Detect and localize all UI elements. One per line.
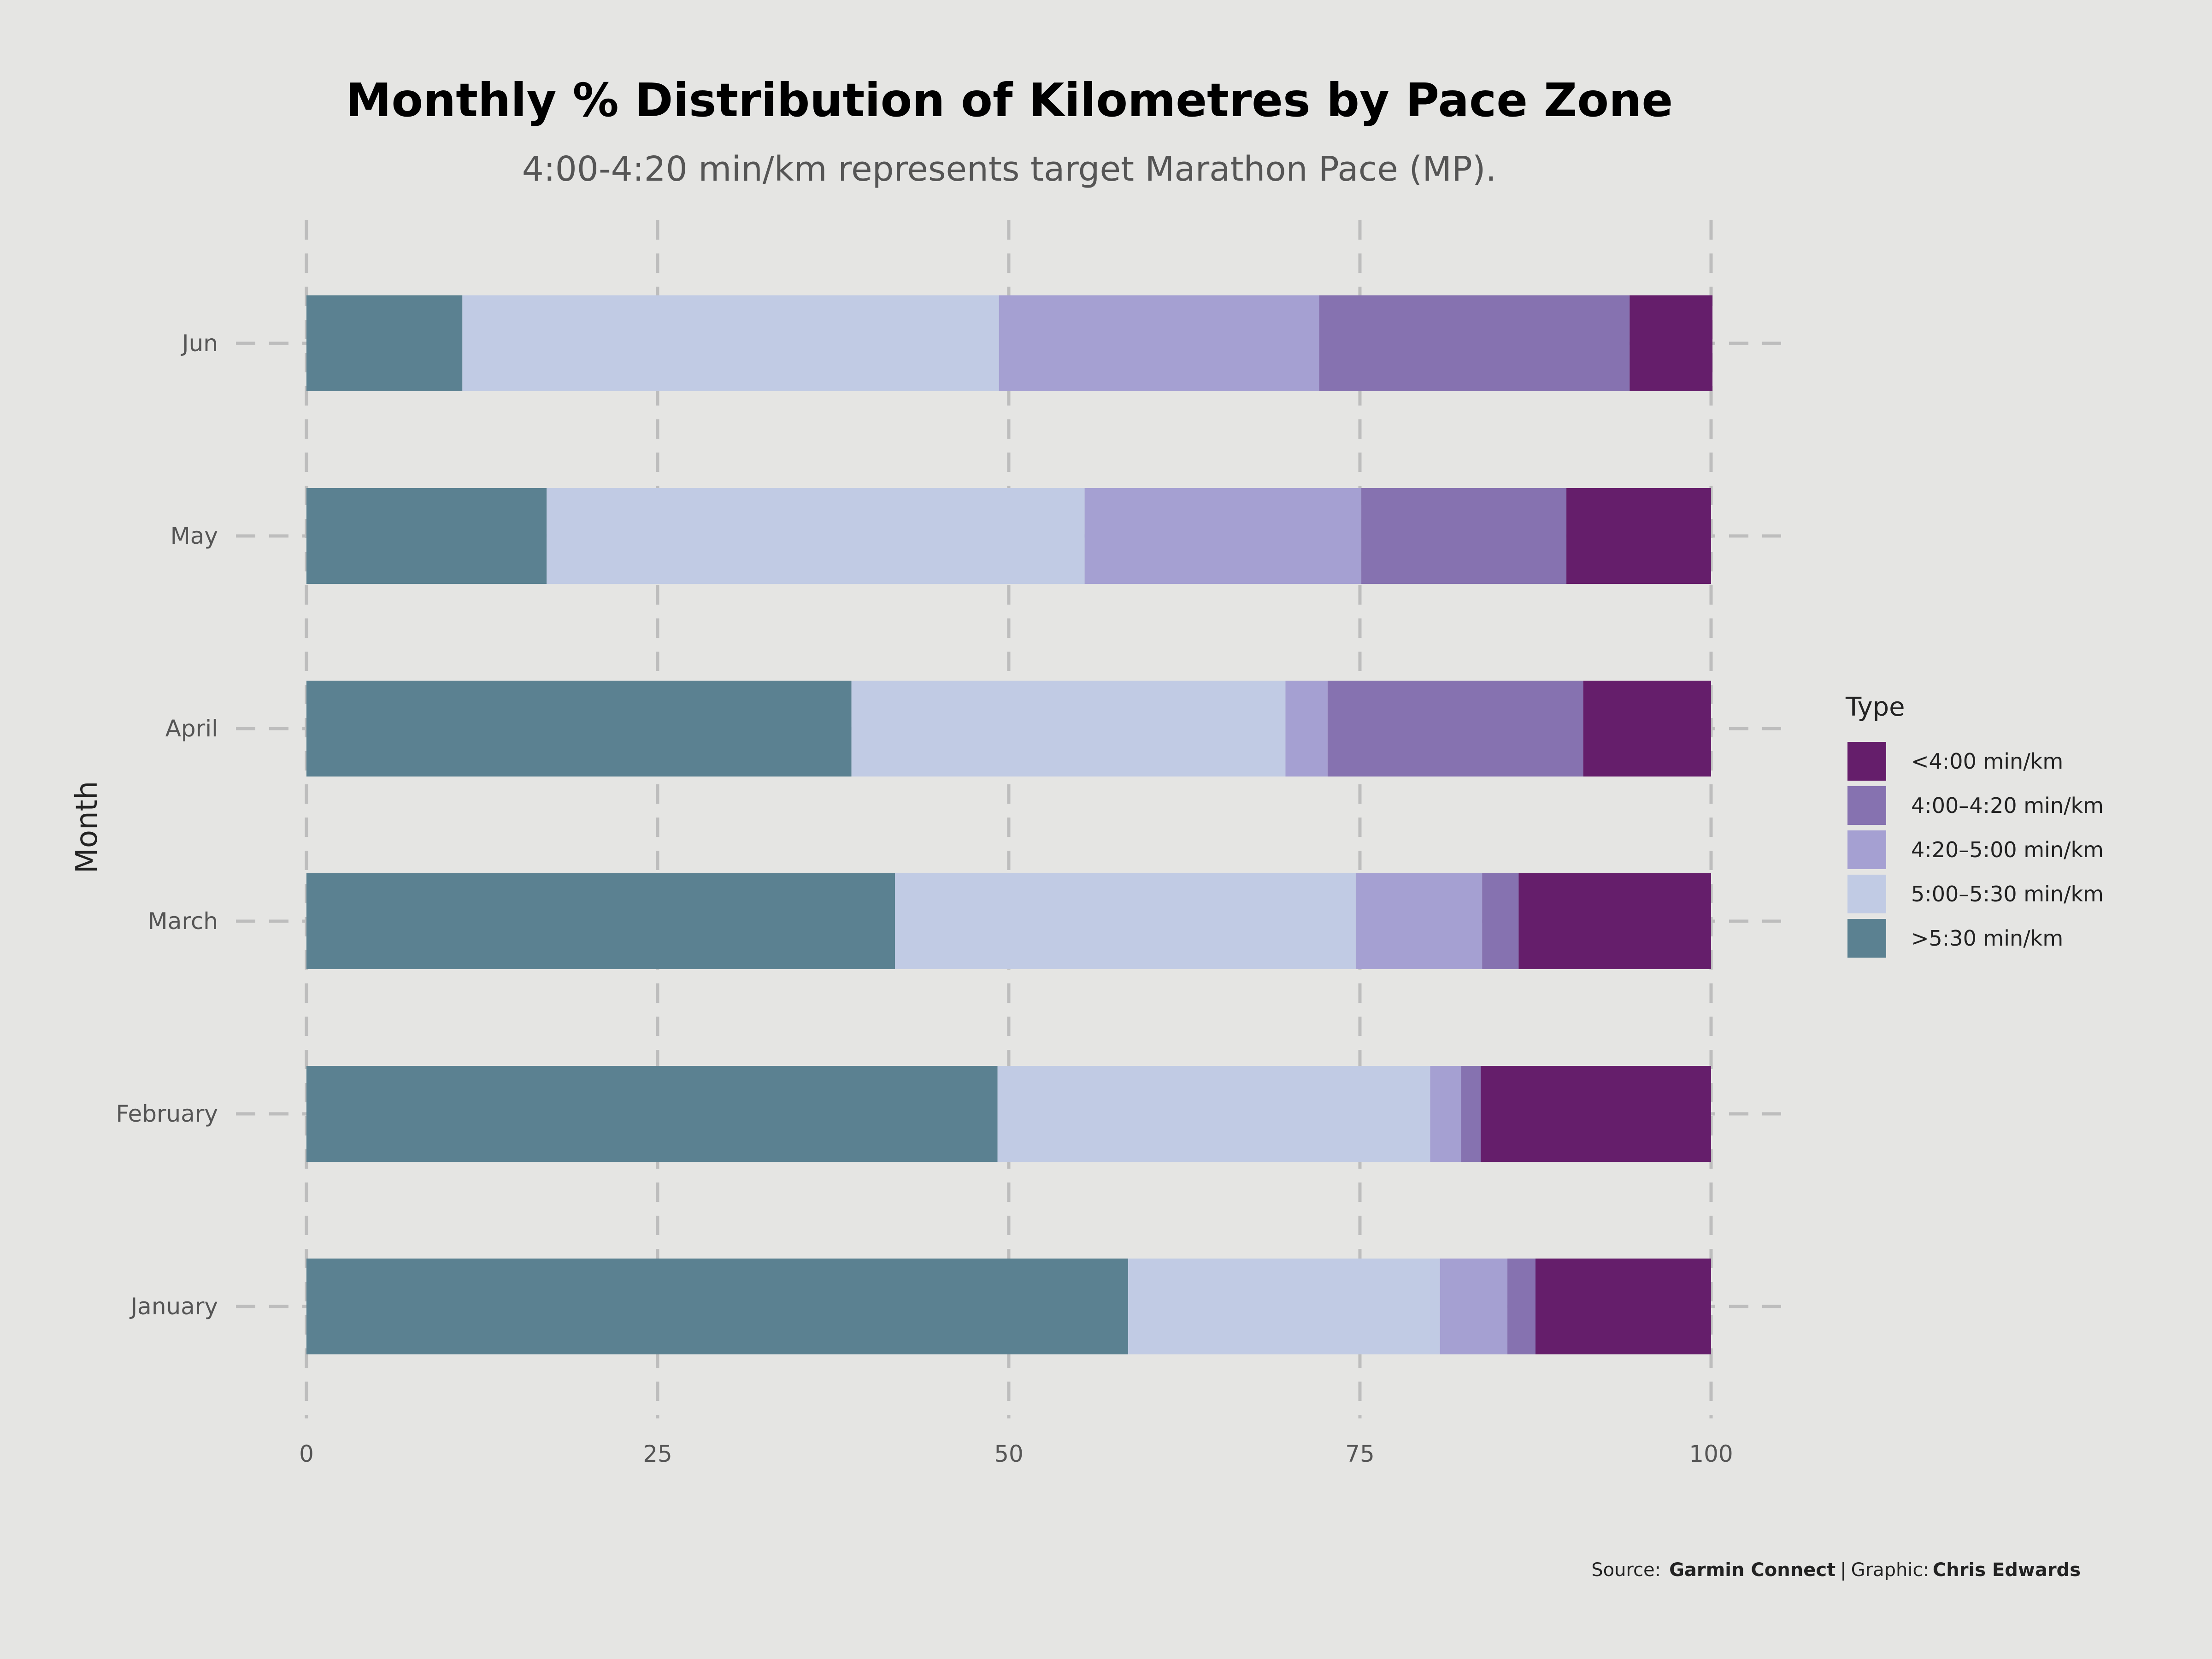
bar-jun-series-4 [1630, 295, 1713, 391]
bar-february-series-4 [1481, 1066, 1711, 1162]
legend: Type <4:00 min/km 4:00–4:20 min/km 4:20–5:… [1845, 692, 2104, 958]
x-tick-label-25: 25 [643, 1441, 672, 1467]
bar-january-series-3 [1507, 1259, 1535, 1354]
bar-april-series-3 [1327, 681, 1583, 777]
y-tick-label-march: March [148, 908, 218, 935]
bar-february-series-0 [306, 1066, 998, 1162]
legend-swatch-4 [1847, 742, 1886, 781]
bar-march-series-0 [306, 873, 895, 969]
caption-source-name: Garmin Connect [1669, 1559, 1835, 1581]
caption-separator: | [1840, 1559, 1846, 1581]
bar-may-series-4 [1566, 488, 1711, 584]
bar-jun-series-2 [999, 295, 1319, 391]
legend-label-0: >5:30 min/km [1911, 926, 2063, 951]
bar-may-series-1 [547, 488, 1085, 584]
legend-swatch-1 [1847, 875, 1886, 913]
bar-march-series-2 [1355, 873, 1483, 969]
y-tick-label-february: February [116, 1100, 218, 1127]
y-axis: January February March April May Jun [116, 330, 218, 1320]
legend-swatch-2 [1847, 830, 1886, 869]
legend-label-4: <4:00 min/km [1911, 749, 2063, 774]
grid-lines [236, 220, 1781, 1418]
bar-april-series-0 [306, 681, 852, 777]
bar-march-series-4 [1518, 873, 1711, 969]
y-tick-label-may: May [171, 523, 218, 549]
x-tick-label-0: 0 [299, 1441, 314, 1467]
bar-april-series-4 [1583, 681, 1711, 777]
bar-january-series-2 [1440, 1259, 1508, 1354]
legend-title: Type [1845, 692, 1905, 722]
y-tick-label-january: January [129, 1293, 218, 1320]
legend-swatch-0 [1847, 919, 1886, 958]
bar-jun-series-0 [306, 295, 463, 391]
bar-jun-series-3 [1319, 295, 1630, 391]
bar-march-series-1 [895, 873, 1356, 969]
chart-title: Monthly % Distribution of Kilometres by … [346, 73, 1673, 127]
bar-february-series-2 [1430, 1066, 1461, 1162]
legend-swatch-3 [1847, 786, 1886, 825]
y-tick-label-april: April [165, 715, 218, 742]
caption-author: Chris Edwards [1933, 1559, 2081, 1581]
y-axis-title: Month [70, 781, 104, 874]
caption: Source: Garmin Connect | Graphic: Chris Edwa… [1591, 1559, 2081, 1581]
caption-source-label: Source: [1591, 1559, 1661, 1581]
stacked-bars [306, 295, 1713, 1354]
bar-may-series-2 [1084, 488, 1362, 584]
bar-january-series-0 [306, 1259, 1129, 1354]
chart-subtitle: 4:00-4:20 min/km represents target Marat… [522, 149, 1496, 189]
bar-february-series-1 [997, 1066, 1430, 1162]
x-tick-label-50: 50 [994, 1441, 1024, 1467]
bar-january-series-4 [1535, 1259, 1711, 1354]
bar-may-series-3 [1361, 488, 1567, 584]
bar-jun-series-1 [462, 295, 999, 391]
bar-may-series-0 [306, 488, 547, 584]
bar-april-series-1 [851, 681, 1286, 777]
caption-graphic-label: Graphic: [1851, 1559, 1929, 1581]
x-axis: 0 25 50 75 100 [299, 1441, 1733, 1467]
legend-label-1: 5:00–5:30 min/km [1911, 882, 2104, 906]
bar-april-series-2 [1285, 681, 1328, 777]
x-tick-label-75: 75 [1345, 1441, 1375, 1467]
legend-label-2: 4:20–5:00 min/km [1911, 837, 2104, 862]
legend-label-3: 4:00–4:20 min/km [1911, 793, 2104, 818]
bar-march-series-3 [1482, 873, 1519, 969]
bar-january-series-1 [1128, 1259, 1440, 1354]
x-tick-label-100: 100 [1689, 1441, 1733, 1467]
y-tick-label-jun: Jun [181, 330, 218, 357]
bar-february-series-3 [1461, 1066, 1481, 1162]
